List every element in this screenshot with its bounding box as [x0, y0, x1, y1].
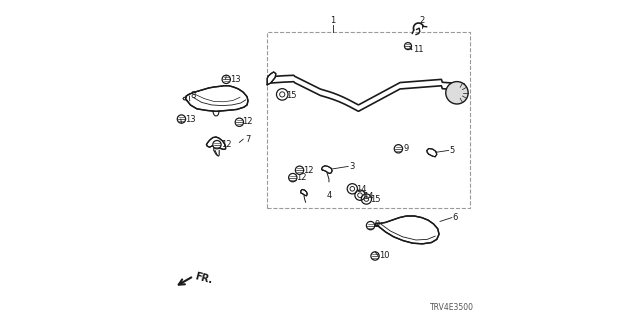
Text: 14: 14 — [364, 192, 374, 201]
Text: 6: 6 — [453, 213, 458, 222]
Circle shape — [222, 75, 230, 84]
Polygon shape — [322, 166, 332, 173]
Text: 12: 12 — [221, 140, 231, 149]
Text: 14: 14 — [356, 185, 366, 194]
Text: 11: 11 — [413, 45, 423, 54]
Circle shape — [446, 82, 468, 104]
Text: 13: 13 — [230, 75, 241, 84]
Polygon shape — [301, 189, 307, 196]
Polygon shape — [186, 86, 248, 111]
Text: 8: 8 — [191, 92, 196, 100]
Text: 13: 13 — [185, 115, 196, 124]
Polygon shape — [427, 148, 437, 157]
Text: 12: 12 — [303, 166, 314, 175]
Polygon shape — [268, 72, 276, 85]
Text: 3: 3 — [349, 162, 354, 171]
Circle shape — [177, 115, 186, 123]
Text: 12: 12 — [243, 117, 253, 126]
Text: 4: 4 — [326, 191, 332, 200]
Text: 12: 12 — [296, 173, 307, 182]
Polygon shape — [374, 216, 439, 244]
Text: 15: 15 — [370, 195, 380, 204]
Text: 15: 15 — [285, 91, 296, 100]
Text: 10: 10 — [380, 252, 390, 260]
Circle shape — [236, 118, 244, 126]
Circle shape — [295, 166, 304, 174]
Text: 2: 2 — [420, 16, 425, 25]
Circle shape — [366, 221, 375, 230]
Text: FR.: FR. — [193, 271, 214, 285]
Text: 7: 7 — [245, 135, 250, 144]
Text: 5: 5 — [450, 146, 455, 155]
Text: 9: 9 — [374, 220, 380, 229]
Circle shape — [289, 173, 297, 182]
Bar — [268, 32, 470, 208]
Circle shape — [394, 145, 403, 153]
Text: 1: 1 — [330, 16, 335, 25]
Circle shape — [371, 252, 380, 260]
Text: 9: 9 — [403, 144, 408, 153]
Text: TRV4E3500: TRV4E3500 — [429, 303, 474, 312]
Circle shape — [404, 43, 412, 50]
Polygon shape — [206, 137, 226, 149]
Circle shape — [212, 140, 221, 149]
